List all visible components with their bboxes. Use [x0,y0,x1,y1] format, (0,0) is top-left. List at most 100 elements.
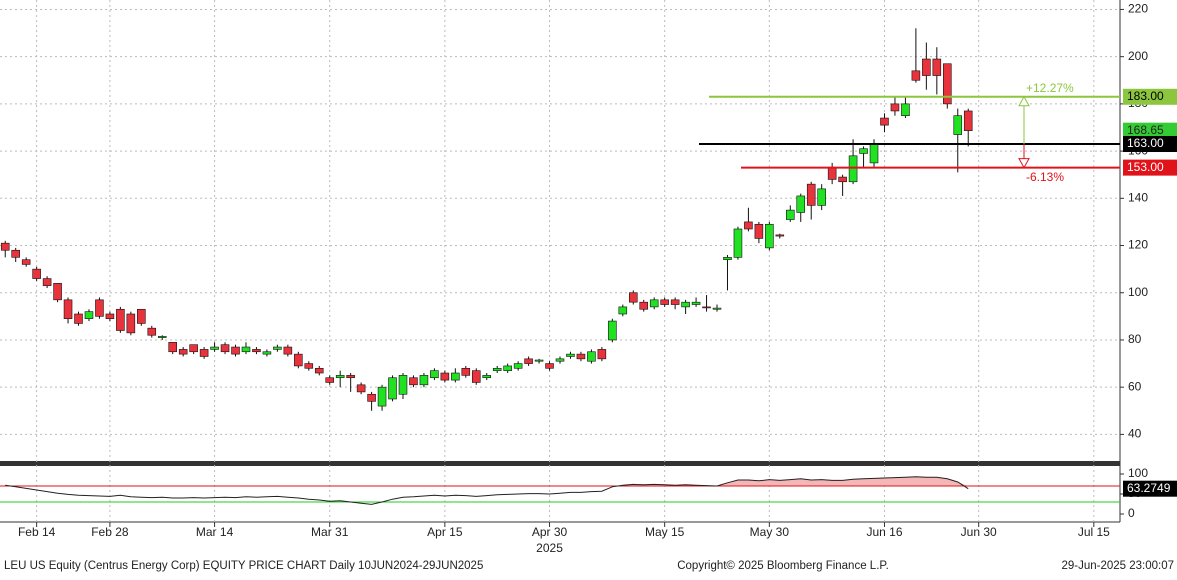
candle-body [963,110,973,131]
candle-body [911,70,921,81]
x-tick-label: Feb 28 [91,525,129,539]
candle-body [0,242,10,251]
candle-body [534,359,544,362]
candle-body [471,370,481,383]
y-tick-label: 100 [1128,285,1148,299]
panel-separator [0,461,1120,466]
value-box [1123,480,1177,497]
candle-body [189,344,198,353]
reference-box-label: 153.00 [1127,160,1164,174]
x-tick-label: Apr 15 [427,525,463,539]
candle-body [178,349,188,355]
y-tick-label: 220 [1128,2,1148,16]
candle-body [314,367,324,374]
candle-body [953,115,963,135]
candle-body [220,344,230,353]
x-tick-label: Mar 31 [311,525,349,539]
reference-box-label: 183.00 [1127,89,1164,103]
candle-body [231,346,240,355]
candle-body [806,183,816,206]
candle-body [628,292,638,303]
candle-body [691,301,701,305]
candle-body [901,103,910,116]
y-tick-label: 100 [1128,466,1148,480]
candle-body [398,375,408,395]
arrow-head [1018,158,1030,169]
change-annotation: +12.27% [1026,81,1074,95]
reference-box [1123,136,1177,153]
reference-box [1123,88,1177,105]
x-tick-label: May 30 [750,525,790,539]
x-tick-label: Feb 14 [18,525,56,539]
candle-body [241,346,251,353]
candle-body [32,268,41,279]
footer-center: Copyright© 2025 Bloomberg Finance L.P. [677,560,889,572]
candle-body [608,320,617,341]
candle-body [618,306,628,315]
candle-body [660,299,669,305]
candle-body [294,353,303,367]
candle-body [116,308,125,331]
candle-body [597,349,607,360]
candle-body [524,358,533,364]
candle-body [273,346,282,350]
y-tick-label: 120 [1128,238,1148,252]
candle-body [451,372,460,381]
candle-body [95,299,104,317]
candle-body [492,367,502,371]
candle-body [440,372,450,381]
candle-body [252,349,261,353]
overbought-shade [5,476,969,486]
candle-body [482,375,492,379]
reference-box-label: 163.00 [1127,136,1164,150]
value-box-label: 63.2749 [1127,481,1171,495]
candle-body [503,365,512,371]
candle-body [639,301,649,310]
candle-body [566,353,575,357]
y-tick-label: 60 [1128,379,1142,393]
candle-body [869,143,879,164]
candle-body [11,249,20,258]
y-tick-label: 0 [1128,506,1135,520]
candle-body [796,195,806,213]
candle-body [775,234,785,237]
candle-body [335,375,345,379]
candle-body [681,301,690,308]
change-annotation: -6.13% [1026,170,1064,184]
y-tick-label: 140 [1128,190,1148,204]
candle-body [859,148,868,154]
candle-body [157,336,167,338]
candle-body [848,155,858,183]
candle-body [827,167,837,180]
candle-body [890,103,900,112]
candle-body [817,188,826,206]
x-tick-label: Jun 16 [866,525,902,539]
y-tick-label: 200 [1128,49,1148,63]
candle-body [513,363,523,369]
footer-left: LEU US Equity (Centrus Energy Corp) EQUI… [4,560,483,572]
candle-body [733,228,743,258]
candle-body [210,346,219,350]
candle-body [649,299,659,308]
candle-body [430,370,439,379]
candle-body [262,351,272,355]
candle-body [754,223,764,239]
candle-body [461,367,471,376]
x-tick-label: Mar 14 [196,525,234,539]
y-tick-label: 40 [1128,427,1142,441]
candle-body [325,377,334,383]
candle-body [105,313,115,320]
candle-body [21,259,31,265]
candle-body [388,377,397,400]
rsi-line [5,476,969,505]
x-tick-label: May 15 [645,525,685,539]
candle-body [723,257,732,260]
candle-body [53,282,62,301]
arrow-head [1018,95,1030,107]
candle-body [838,176,847,183]
candle-body [419,375,429,386]
candle-body [670,299,680,305]
candle-body [880,117,889,126]
